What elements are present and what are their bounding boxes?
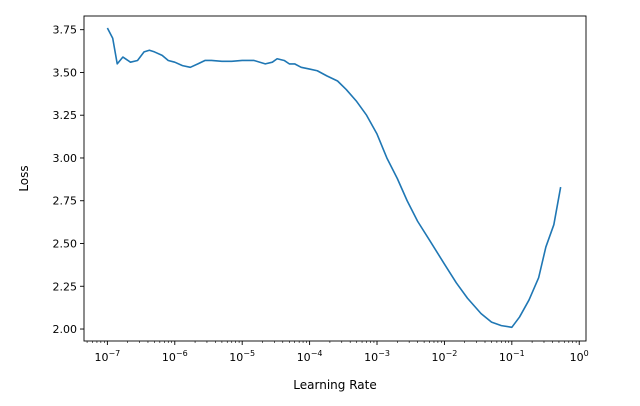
y-axis-label: Loss <box>17 165 31 191</box>
plot-frame <box>83 15 587 342</box>
x-tick-label: 10−4 <box>297 349 323 364</box>
x-tick-label: 10−1 <box>499 349 525 364</box>
x-tick-label: 10−5 <box>229 349 255 364</box>
x-axis-ticks: 10−7 10−6 10−5 10−4 10−3 10−2 10−1 100 <box>86 341 589 364</box>
x-tick-label: 10−6 <box>162 349 188 364</box>
y-tick-label: 2.75 <box>53 195 78 208</box>
x-tick-label: 10−3 <box>364 349 390 364</box>
y-tick-label: 2.50 <box>53 238 78 251</box>
x-axis-label: Learning Rate <box>293 378 376 392</box>
y-tick-label: 3.75 <box>53 24 78 37</box>
x-tick-label: 10−7 <box>94 349 120 364</box>
y-axis-ticks: 2.00 2.25 2.50 2.75 3.00 3.25 3.50 3.75 <box>53 24 84 336</box>
x-tick-label: 10−2 <box>432 349 458 364</box>
y-tick-label: 3.00 <box>53 152 78 165</box>
y-tick-label: 2.25 <box>53 280 78 293</box>
y-tick-label: 3.25 <box>53 109 78 122</box>
y-tick-label: 2.00 <box>53 323 78 336</box>
loss-series-line <box>106 27 562 329</box>
plot-area <box>106 27 562 329</box>
y-tick-label: 3.50 <box>53 66 78 79</box>
x-tick-label: 100 <box>570 349 589 364</box>
